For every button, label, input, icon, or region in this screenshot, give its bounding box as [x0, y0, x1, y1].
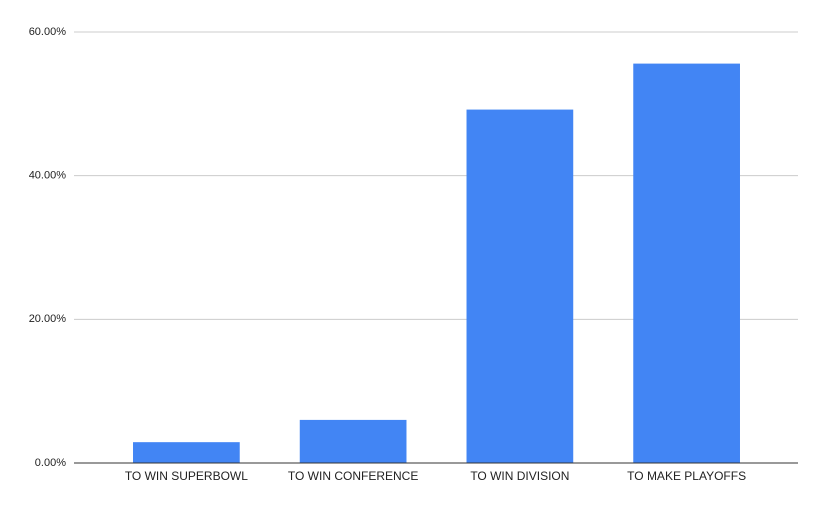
bar: [299, 419, 407, 463]
x-tick-label: TO WIN DIVISION: [470, 469, 569, 483]
bar: [466, 109, 574, 463]
bar: [633, 63, 740, 464]
y-tick-label: 60.00%: [29, 26, 67, 38]
y-tick-label: 0.00%: [35, 457, 66, 469]
y-tick-label: 40.00%: [29, 170, 67, 182]
y-tick-label: 20.00%: [29, 313, 67, 325]
x-tick-label: TO MAKE PLAYOFFS: [627, 469, 746, 483]
x-tick-label: TO WIN CONFERENCE: [288, 469, 418, 483]
x-tick-label: TO WIN SUPERBOWL: [125, 469, 248, 483]
bar: [133, 442, 240, 463]
